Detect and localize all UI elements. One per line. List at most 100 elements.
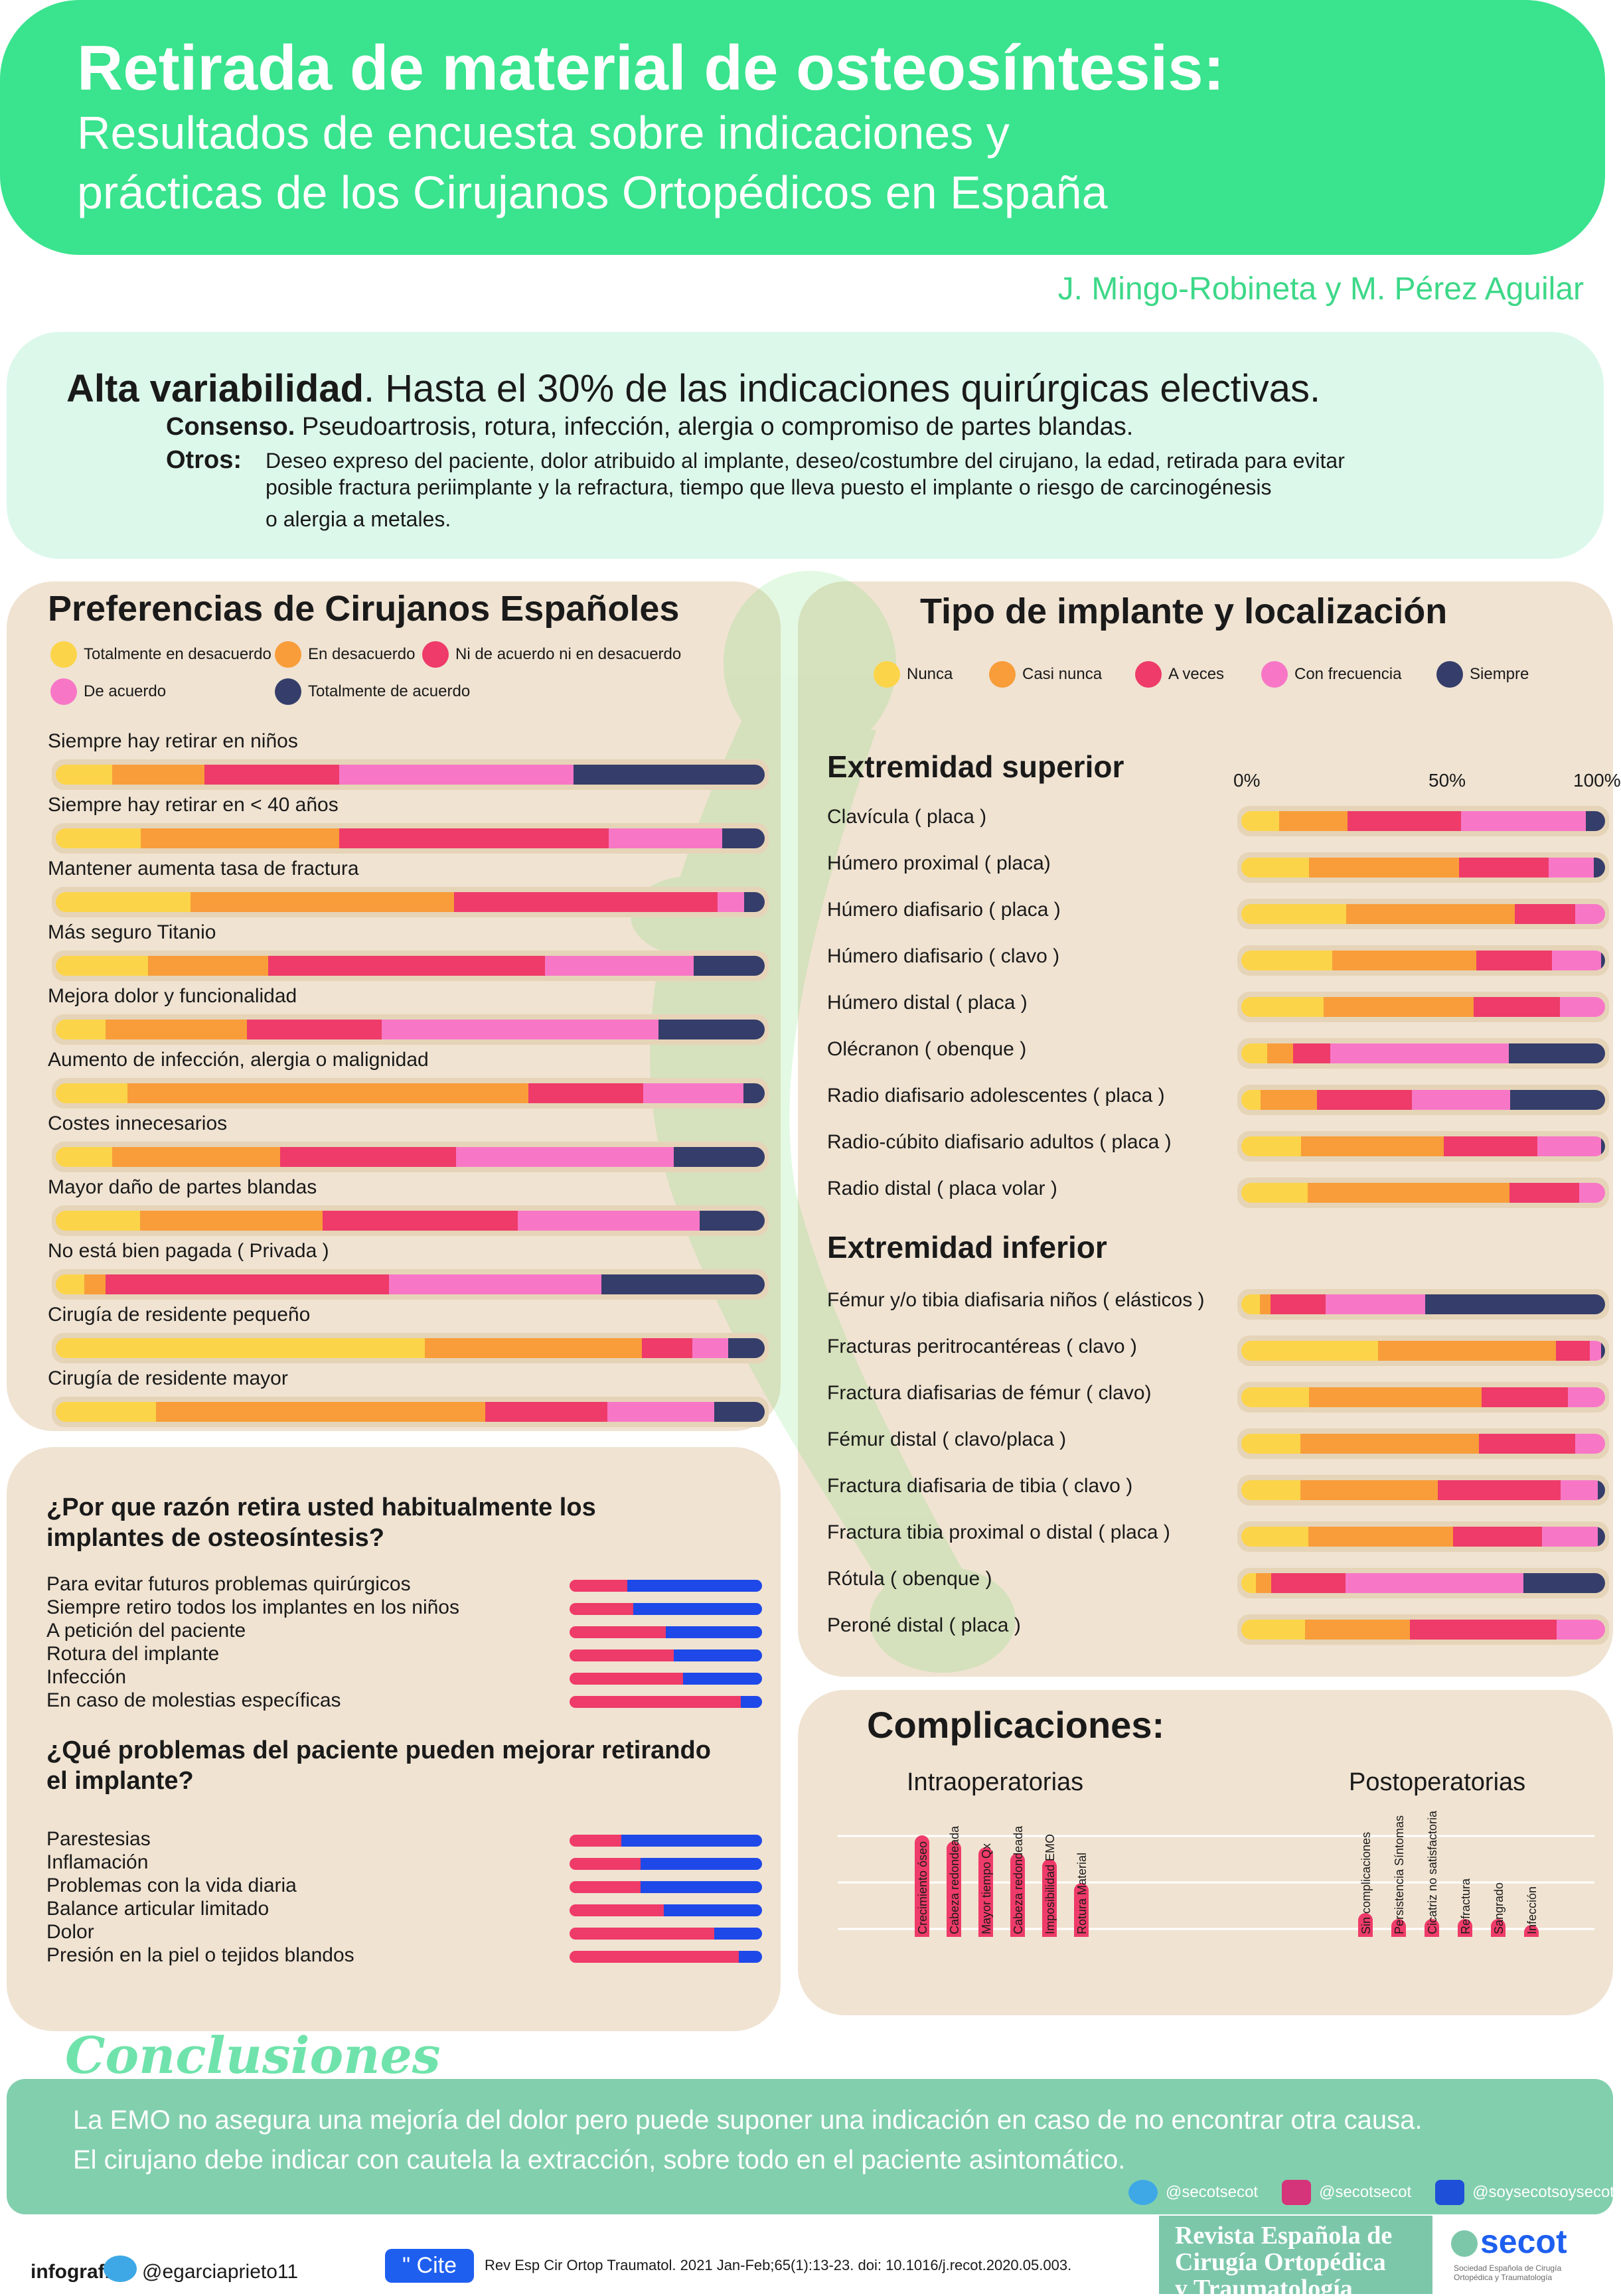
chart-category-label: Fractura diafisarias de fémur ( clavo) [827, 1382, 1152, 1404]
reason-bar-pink [570, 1649, 674, 1661]
chart-category-label: Radio diafisario adolescentes ( placa ) [827, 1085, 1165, 1107]
bar-segment [1478, 1434, 1576, 1454]
stacked-bar [56, 1211, 765, 1231]
stacked-bar [1241, 1090, 1605, 1110]
reason-bar-blue [664, 1904, 762, 1916]
stacked-bar [1241, 858, 1605, 878]
twitter-handle[interactable]: @secotsecot [1166, 2183, 1259, 2201]
reason-bar [570, 1928, 762, 1940]
stacked-bar [56, 956, 765, 976]
bar-segment [1377, 1341, 1556, 1361]
stacked-bar [1241, 1527, 1605, 1547]
reason-bar-pink [570, 1580, 627, 1592]
stacked-bar [56, 765, 765, 785]
reason-bar-pink [570, 1835, 622, 1847]
facebook-icon[interactable] [1435, 2180, 1465, 2205]
complication-label: Rotura Material [1075, 1852, 1089, 1934]
bar-segment [1347, 811, 1462, 831]
twitter-icon[interactable] [1128, 2180, 1158, 2205]
bar-segment [1308, 1527, 1453, 1547]
preferences-legend-item: Ni de acuerdo ni en desacuerdo [422, 641, 681, 668]
implants-legend-label: Siempre [1470, 665, 1529, 683]
bar-segment [1510, 1090, 1605, 1110]
chart-category-label: Mantener aumenta tasa de fractura [48, 858, 359, 880]
instagram-icon[interactable] [1282, 2180, 1312, 2205]
complication-bar [1358, 1913, 1373, 1937]
bar-segment [643, 1083, 743, 1103]
bar-segment [1586, 811, 1605, 831]
complication-bar [1458, 1919, 1472, 1937]
bar-segment [112, 765, 205, 785]
bar-segment [1293, 1043, 1331, 1063]
facebook-handle[interactable]: @soysecotsoysecot [1472, 2183, 1614, 2201]
stacked-bar [1241, 1620, 1605, 1640]
implants-legend-item: Casi nunca [989, 661, 1102, 688]
implants-legend-label: Nunca [907, 665, 953, 683]
bar-segment [717, 892, 745, 912]
complication-label: Cabeza redondeada [1012, 1825, 1025, 1934]
reason-label: Parestesias [46, 1828, 151, 1850]
bar-segment [607, 1402, 715, 1422]
reason-bar [570, 1858, 762, 1870]
complication-label: Imposibilidad EMO [1043, 1833, 1057, 1934]
bar-segment [1317, 1090, 1412, 1110]
reasons-question-1-line1: ¿Por que razón retira usted habitualment… [46, 1493, 596, 1521]
reason-label: Problemas con la vida diaria [46, 1875, 297, 1896]
chart-category-label: Siempre hay retirar en niños [48, 730, 298, 752]
consensus-text: Pseudoartrosis, rotura, infección, alerg… [301, 413, 1134, 441]
complications-panel [798, 1690, 1613, 2015]
reason-bar-blue [627, 1580, 762, 1592]
bar-segment [1601, 951, 1605, 970]
chart-category-label: Húmero proximal ( placa) [827, 852, 1051, 874]
secot-subtitle: Sociedad Española de Cirugía Ortopédica … [1454, 2263, 1562, 2282]
bar-segment [191, 892, 455, 912]
reason-label: Dolor [46, 1921, 94, 1943]
implants-legend-dot [1261, 661, 1288, 688]
reason-bar [570, 1580, 762, 1592]
reason-bar [570, 1649, 762, 1661]
complication-bar [915, 1835, 929, 1937]
cite-button[interactable]: " Cite [385, 2249, 474, 2283]
chart-category-label: Rótula ( obenque ) [827, 1568, 992, 1590]
instagram-handle[interactable]: @secotsecot [1319, 2183, 1412, 2201]
implants-legend-label: A veces [1168, 665, 1225, 683]
stacked-bar [56, 828, 765, 848]
stacked-bar [56, 1402, 765, 1422]
bar-segment [1267, 1043, 1294, 1063]
chart-category-label: Clavícula ( placa ) [827, 806, 987, 828]
twitter-icon[interactable] [104, 2256, 137, 2282]
bar-segment [1300, 1434, 1479, 1454]
bar-segment [1241, 1090, 1261, 1110]
bar-segment [1444, 1136, 1538, 1156]
bar-segment [382, 1020, 658, 1039]
chart-category-label: Fémur y/o tibia diafisaria niños ( elást… [827, 1289, 1205, 1311]
complication-label: Sin complicaciones [1359, 1831, 1373, 1934]
bar-segment [1509, 1183, 1580, 1203]
bar-segment [485, 1402, 607, 1422]
bar-segment [1461, 811, 1586, 831]
stacked-bar [1241, 904, 1605, 924]
bar-segment [1308, 858, 1459, 878]
chart-category-label: Húmero distal ( placa ) [827, 992, 1028, 1014]
stacked-bar [1241, 811, 1605, 831]
bar-segment [1541, 1527, 1598, 1547]
reason-bar-pink [570, 1858, 641, 1870]
chart-category-label: No está bien pagada ( Privada ) [48, 1240, 329, 1262]
bar-segment [1425, 1294, 1605, 1314]
author-handle[interactable]: @egarciaprieto11 [142, 2261, 299, 2283]
implants-legend-label: Casi nunca [1022, 665, 1103, 683]
bar-segment [692, 1338, 729, 1358]
bar-segment [1305, 1620, 1411, 1640]
bar-segment [56, 1020, 106, 1039]
poster-subtitle-line2: prácticas de los Cirujanos Ortopédicos e… [77, 167, 1108, 218]
bar-segment [424, 1338, 642, 1358]
bar-segment [56, 956, 148, 976]
bar-segment [112, 1147, 281, 1167]
bar-segment [1567, 1387, 1605, 1407]
bar-segment [455, 1147, 674, 1167]
implant-panel [798, 581, 1613, 1677]
axis-tick-0: 0% [1233, 770, 1261, 791]
implants-legend-dot [989, 661, 1016, 688]
upper-limb-title: Extremidad superior [827, 749, 1124, 784]
reason-bar [570, 1603, 762, 1615]
